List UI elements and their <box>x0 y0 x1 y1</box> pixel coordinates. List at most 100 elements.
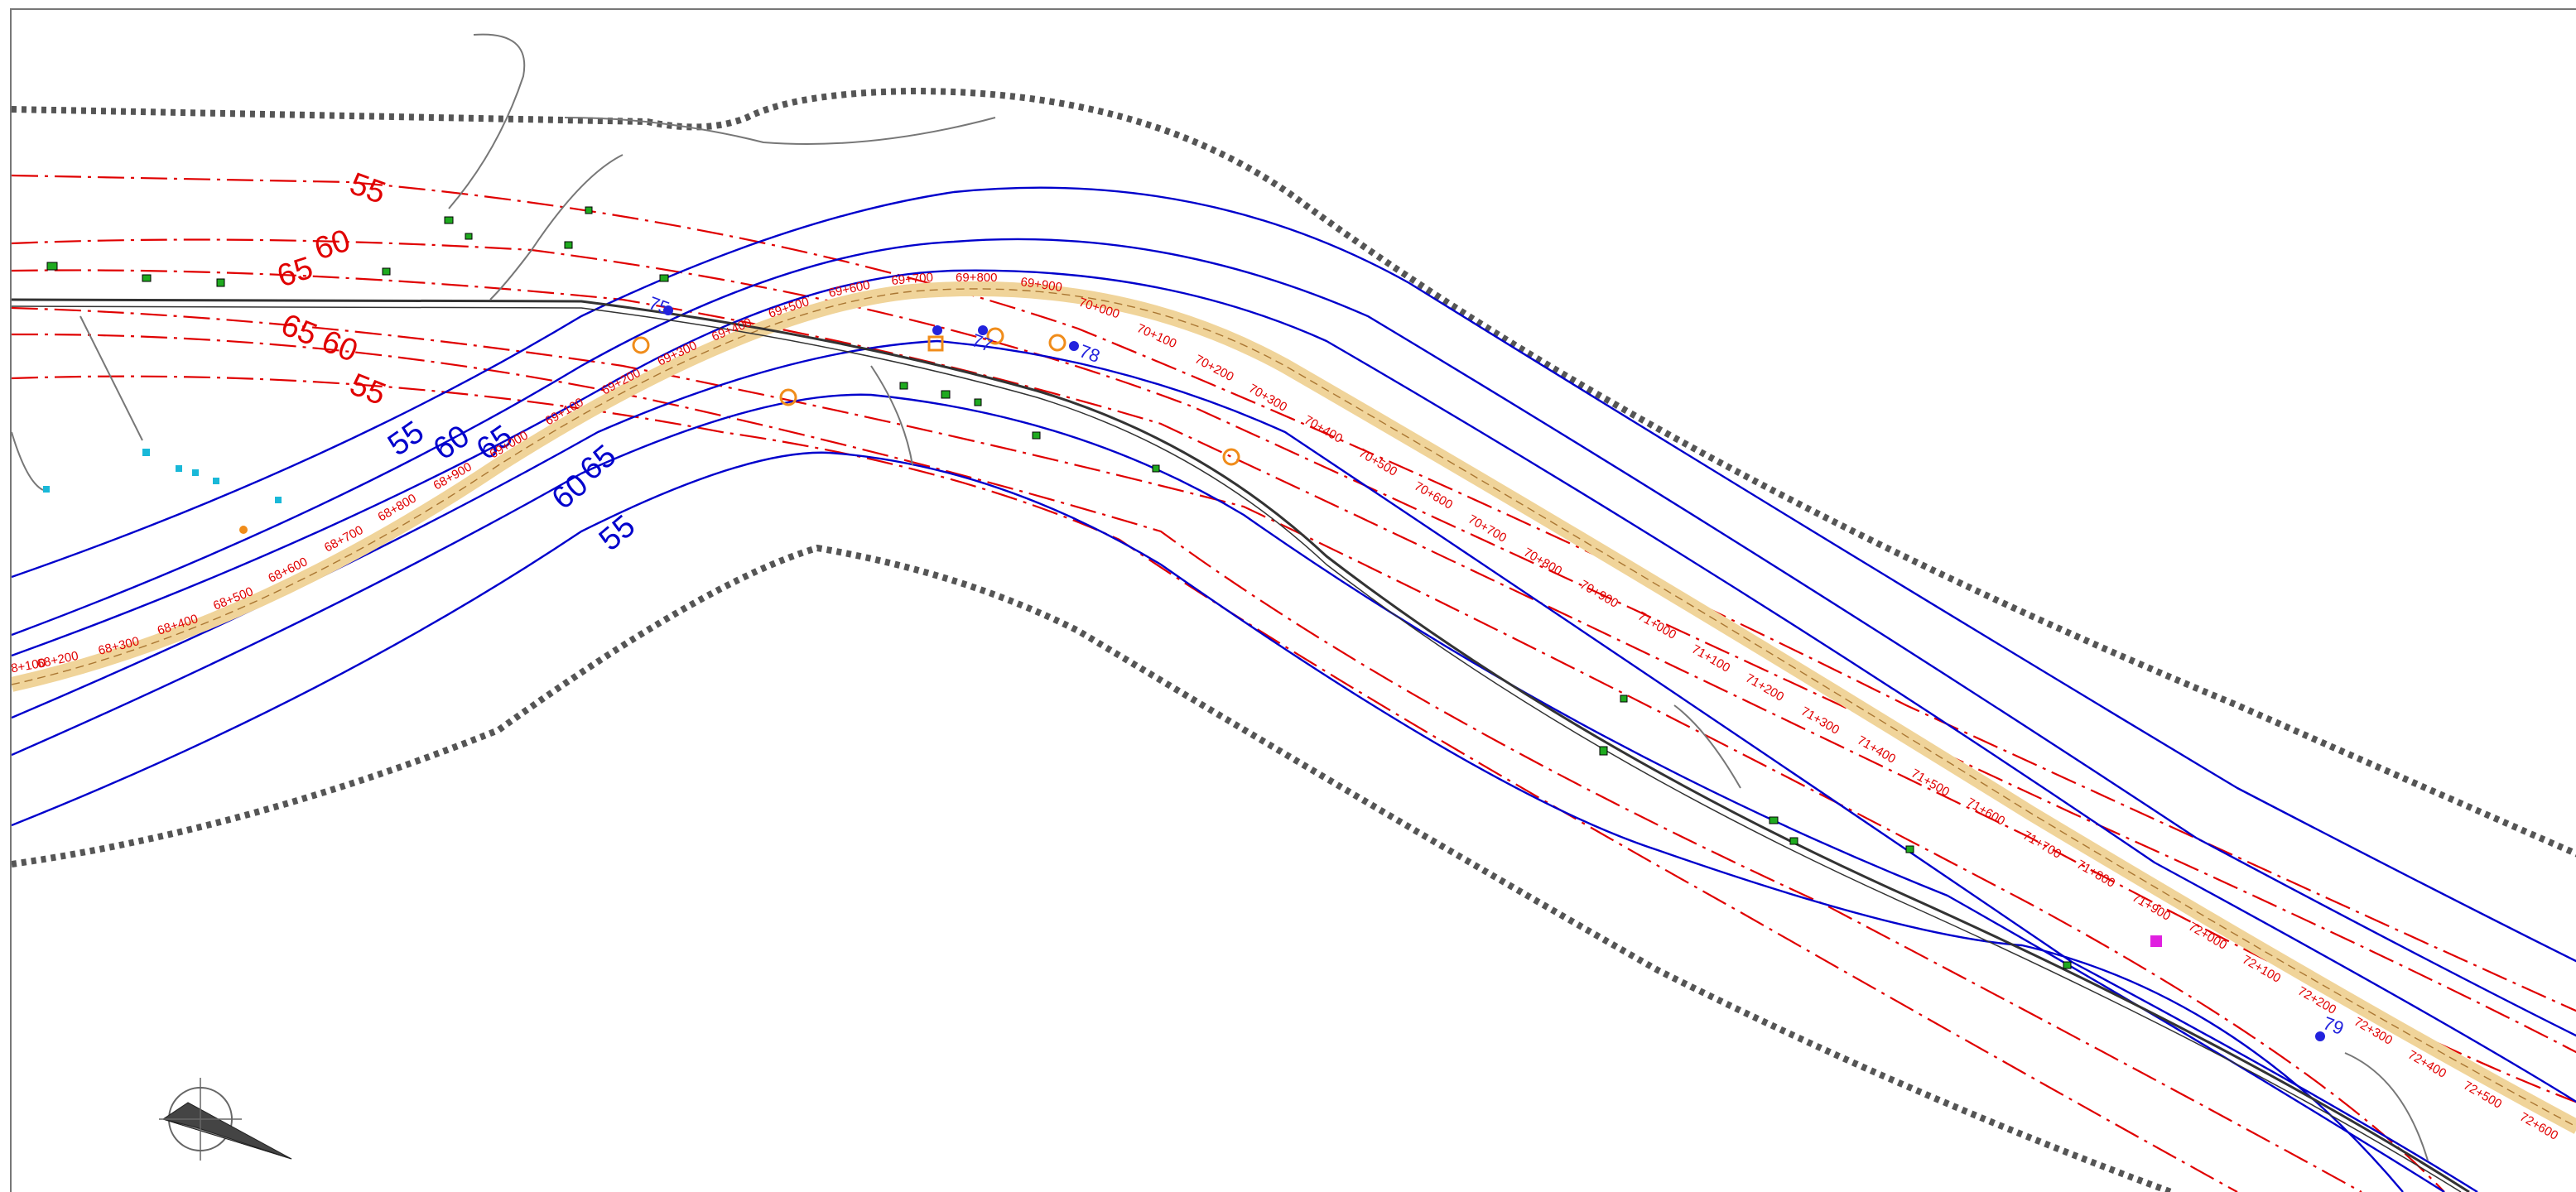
orange-symbol <box>927 335 944 352</box>
red-isoline-label: 60 <box>311 223 354 267</box>
cyan-feature <box>142 449 150 456</box>
building <box>659 274 669 282</box>
chainage-labels: 68+100 68+200 68+300 68+400 68+500 68+60… <box>12 271 2560 1143</box>
blue-noise-isolines <box>12 186 2576 1192</box>
cyan-feature <box>213 478 219 484</box>
building <box>216 278 225 287</box>
building <box>46 262 58 271</box>
chainage-label: 69+900 <box>1019 275 1062 295</box>
building <box>2063 961 2072 969</box>
red-isoline-55-north <box>12 174 2576 1012</box>
building <box>142 274 152 282</box>
blue-isoline-65-south <box>12 339 2478 1192</box>
chainage-label: 71+100 <box>1689 642 1732 675</box>
red-isoline-label: 55 <box>345 166 390 211</box>
chainage-label: 71+200 <box>1743 671 1786 704</box>
chainage-label: 69+700 <box>891 271 934 288</box>
building <box>382 267 391 276</box>
highway-centerline <box>12 288 2576 1127</box>
chainage-label: 70+700 <box>1466 512 1509 546</box>
building <box>444 216 454 224</box>
red-isoline-labels: 55 60 65 65 60 55 <box>273 166 391 412</box>
blue-isoline-55-south <box>12 451 2404 1192</box>
study-boundary-north <box>12 87 2576 858</box>
building <box>974 398 982 406</box>
compass-north-arrow-icon <box>159 1078 292 1161</box>
highway-corridor <box>12 281 2576 1134</box>
orange-symbol <box>779 388 797 406</box>
orange-dot <box>239 526 248 534</box>
building <box>1789 837 1798 845</box>
building <box>465 233 473 240</box>
building <box>1599 746 1608 756</box>
receiver-dot <box>663 305 673 315</box>
local-road-3 <box>564 117 996 145</box>
local-road-1 <box>448 33 526 209</box>
cyan-feature <box>176 465 182 472</box>
building <box>1152 464 1160 473</box>
cyan-feature <box>192 469 199 476</box>
blue-isoline-label: 55 <box>593 509 642 558</box>
receivers <box>663 305 2325 1041</box>
local-road-4 <box>79 315 143 441</box>
red-isoline-65-south <box>12 306 2445 1192</box>
local-road-5 <box>12 431 44 491</box>
magenta-marker <box>2150 935 2162 947</box>
local-road-7 <box>1673 704 1741 789</box>
study-boundary-south <box>12 544 2173 1192</box>
local-road-8 <box>2344 1052 2429 1161</box>
buildings <box>46 206 2072 969</box>
red-isoline-label: 65 <box>273 251 317 295</box>
chainage-label: 71+300 <box>1798 704 1842 738</box>
blue-isoline-55-north <box>12 186 2576 963</box>
orange-symbols <box>632 327 1240 466</box>
chainage-label: 71+000 <box>1635 609 1678 642</box>
cyan-features <box>43 449 282 503</box>
main-road <box>12 298 2470 1192</box>
noise-contour-map[interactable]: 75 77 78 79 55 60 65 65 60 55 55 60 65 6… <box>10 8 2576 1192</box>
building <box>1620 695 1628 703</box>
orange-symbol <box>986 327 1004 345</box>
blue-isoline-60-north <box>12 238 2576 1037</box>
map-canvas: 75 77 78 79 55 60 65 65 60 55 55 60 65 6… <box>12 33 2576 1192</box>
red-isoline-label: 55 <box>345 367 391 412</box>
red-isoline-60-north <box>12 238 2576 1054</box>
chainage-label: 70+600 <box>1412 479 1455 512</box>
receiver-dot <box>932 325 942 335</box>
receiver-dot <box>1069 341 1079 351</box>
red-isoline-65-north <box>12 269 2576 1103</box>
orange-symbol <box>1222 448 1240 466</box>
blue-isoline-65-north <box>12 269 2576 1103</box>
cyan-feature <box>43 486 50 493</box>
local-roads <box>12 33 2429 1161</box>
red-isoline-label: 65 60 <box>277 307 363 369</box>
building <box>1032 431 1041 440</box>
blue-isoline-label: 55 <box>382 415 431 464</box>
chainage-label: 71+400 <box>1855 733 1898 767</box>
chainage-label: 70+100 <box>1134 321 1178 351</box>
chainage-label: 70+300 <box>1246 382 1289 415</box>
chainage-label: 70+500 <box>1356 446 1399 479</box>
building <box>899 382 908 390</box>
building <box>1769 816 1779 824</box>
building <box>564 241 573 249</box>
building <box>1905 845 1914 853</box>
local-road-2 <box>489 154 624 300</box>
chainage-label: 70+800 <box>1521 546 1564 579</box>
red-isoline-55-south <box>12 375 2238 1192</box>
chainage-label: 70+400 <box>1302 413 1345 446</box>
building <box>585 206 593 214</box>
building <box>941 390 951 399</box>
local-road-6 <box>870 365 913 466</box>
orange-symbol <box>1048 334 1067 352</box>
receiver-dot <box>978 325 988 335</box>
chainage-label: 70+900 <box>1577 578 1620 611</box>
red-isoline-60-south <box>12 333 2362 1192</box>
cyan-feature <box>275 497 282 503</box>
main-road-parallel <box>12 305 2462 1192</box>
orange-symbol <box>632 336 650 354</box>
chainage-label: 69+800 <box>956 271 997 285</box>
receiver-label: 77 <box>969 329 995 356</box>
receiver-labels: 75 77 78 79 <box>646 292 2347 1039</box>
receiver-dot <box>2315 1031 2325 1041</box>
